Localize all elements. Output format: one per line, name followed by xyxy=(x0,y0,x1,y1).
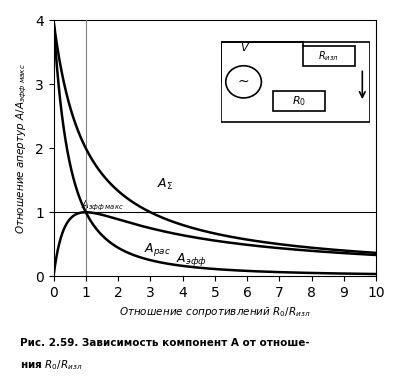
X-axis label: Отношение сопротивлений $R_0/R_{изл}$: Отношение сопротивлений $R_0/R_{изл}$ xyxy=(119,306,311,320)
Text: Рис. 2.59. Зависимость компонент A от отноше-: Рис. 2.59. Зависимость компонент A от от… xyxy=(20,338,310,348)
Text: $A_{\mathit{рас}}$: $A_{\mathit{рас}}$ xyxy=(144,241,171,258)
Text: $A_\Sigma$: $A_\Sigma$ xyxy=(157,177,173,192)
Y-axis label: Отношение апертур $A/A_{эфф\ макс}$: Отношение апертур $A/A_{эфф\ макс}$ xyxy=(15,63,30,234)
Text: ния $R_0/R_{изл}$: ния $R_0/R_{изл}$ xyxy=(20,359,82,372)
Text: $A_{\mathit{эфф}}$: $A_{\mathit{эфф}}$ xyxy=(176,251,207,268)
Text: $A_{\mathit{эфф}\,\mathit{макс}}$: $A_{\mathit{эфф}\,\mathit{макс}}$ xyxy=(81,198,124,212)
